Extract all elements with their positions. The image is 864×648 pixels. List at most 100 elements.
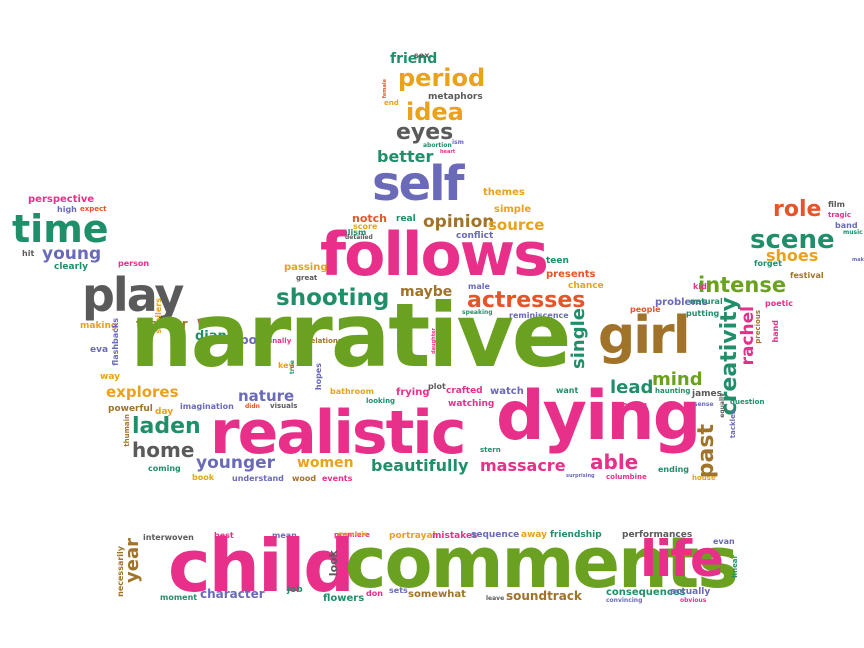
word-day: day — [155, 407, 174, 417]
word-flashbacks: flashbacks — [111, 318, 120, 366]
word-laden: laden — [132, 414, 201, 439]
word-understand: understand — [232, 474, 284, 483]
word-music: music — [843, 229, 863, 236]
word-hit: hit — [22, 249, 35, 258]
word-life: life — [640, 530, 724, 588]
word-friendship: friendship — [550, 530, 602, 540]
word-haunting: haunting — [655, 387, 691, 395]
word-film: film — [828, 200, 846, 209]
word-female: female — [382, 79, 388, 99]
word-source: source — [488, 216, 545, 234]
word-away: away — [521, 530, 548, 540]
word-wood: wood — [292, 474, 317, 483]
word-job: job — [287, 585, 303, 595]
word-idea: idea — [406, 98, 464, 126]
word-hopes: hopes — [314, 363, 323, 391]
word-looking: looking — [366, 397, 396, 405]
word-watch: watch — [490, 386, 524, 397]
word-look: look — [327, 550, 340, 577]
word-clearly: clearly — [54, 262, 88, 272]
word-massacre: massacre — [480, 456, 566, 475]
word-chance: chance — [568, 281, 604, 291]
word-simple: simple — [494, 204, 532, 215]
word-tragic: tragic — [828, 211, 852, 219]
word-comments: comments — [345, 522, 739, 604]
word-perspective: perspective — [28, 194, 95, 205]
word-presents: presents — [546, 269, 596, 280]
word-person: person — [118, 259, 150, 268]
word-coming: coming — [148, 464, 181, 473]
word-explores: explores — [106, 383, 179, 401]
word-plot: plot — [428, 382, 446, 391]
word-somewhat: somewhat — [408, 589, 466, 600]
word-bathroom: bathroom — [330, 387, 374, 396]
word-time: time — [12, 207, 109, 251]
word-obvious: obvious — [680, 597, 707, 604]
word-surprising: surprising — [566, 473, 595, 479]
word-mind: mind — [652, 369, 703, 390]
word-convincing: convincing — [606, 597, 643, 604]
word-imagination: imagination — [180, 402, 234, 411]
word-end: end — [384, 99, 399, 107]
word-themes: themes — [483, 187, 525, 198]
word-opinion: opinion — [423, 212, 495, 232]
word-character: character — [200, 587, 265, 601]
word-frying: frying — [396, 387, 430, 398]
word-portrayal: portrayal — [389, 531, 436, 541]
word-memorie: memorie — [338, 531, 368, 538]
word-way: way — [100, 372, 120, 382]
word-detailed: detailed — [345, 234, 373, 241]
word-women: women — [297, 455, 354, 471]
word-beautifully: beautifully — [371, 456, 469, 475]
word-younger: younger — [196, 453, 276, 473]
word-intense: intense — [698, 273, 787, 297]
word-narrative: narrative — [130, 284, 571, 387]
word-heart: heart — [440, 149, 456, 155]
word-question: question — [730, 398, 765, 406]
word-score: score — [353, 222, 378, 231]
word-high: high — [57, 205, 77, 214]
word-actresses: actresses — [467, 288, 586, 313]
word-play: play — [82, 268, 184, 322]
word-ending: ending — [658, 465, 690, 474]
word-scene: scene — [750, 225, 835, 255]
word-band: band — [835, 221, 858, 230]
word-period: period — [398, 64, 486, 92]
word-young: young — [42, 244, 102, 264]
word-past: past — [694, 424, 719, 479]
word-finally: finally — [267, 337, 292, 345]
word-sets: sets — [389, 586, 408, 595]
word-diana: diana — [195, 329, 236, 344]
word-key: key — [278, 361, 294, 370]
word-realistic: realistic — [210, 398, 466, 468]
word-problems: problems — [655, 297, 708, 308]
word-home: home — [132, 438, 195, 462]
word-kid: kid — [693, 282, 707, 291]
word-natural: natural — [690, 297, 723, 306]
word-mistakes: mistakes — [432, 531, 478, 541]
word-necessarily: necessarily — [116, 546, 125, 597]
word-performances: performances — [622, 530, 693, 540]
word-consequences: consequences — [606, 587, 686, 598]
word-leave: leave — [486, 595, 505, 602]
word-eva: eva — [90, 345, 109, 355]
word-watching: watching — [448, 399, 495, 409]
word-year: year — [122, 538, 143, 583]
word-visuals: visuals — [270, 402, 298, 410]
word-tackles: tackles — [729, 410, 737, 439]
word-able: able — [590, 450, 639, 474]
word-powerful: powerful — [108, 404, 153, 414]
word-best: best — [214, 531, 234, 540]
word-soundtrack: soundtrack — [506, 589, 582, 603]
word-passing: passing — [284, 262, 328, 273]
word-sequence: sequence — [471, 530, 520, 540]
word-make: make — [852, 257, 864, 263]
word-shoes: shoes — [766, 246, 819, 265]
word-mean: mean — [272, 531, 297, 540]
word-daughter: daughter — [431, 328, 437, 354]
word-columbine: columbine — [606, 473, 647, 481]
word-putting: putting — [686, 309, 720, 318]
word-single: single — [568, 308, 589, 369]
word-teacher: teacher — [136, 317, 188, 331]
